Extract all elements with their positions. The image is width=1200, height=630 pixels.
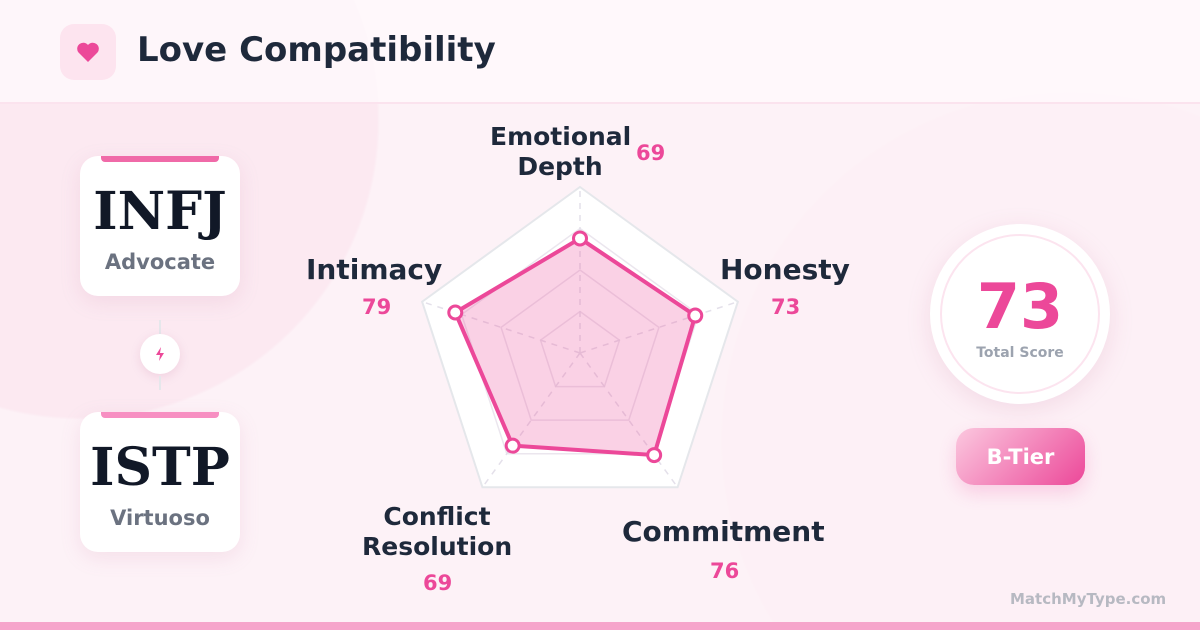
total-score-value: 73: [976, 270, 1064, 343]
axis-label-emotional-depth: Emotional Depth: [490, 122, 632, 182]
connector-badge: [140, 334, 180, 374]
total-score-caption: Total Score: [976, 345, 1064, 361]
axis-value: 69: [423, 571, 453, 595]
data-point: [447, 304, 464, 321]
grid-ring: [460, 227, 700, 455]
score-ring: [940, 234, 1100, 394]
heart-icon: [77, 42, 99, 62]
axis-value: 69: [636, 141, 666, 165]
type-name: Advocate: [104, 250, 216, 274]
axis-label-line: Emotional: [490, 122, 632, 151]
type-code: ISTP: [90, 437, 230, 498]
card-accent-bar: [101, 156, 219, 162]
axis-line: [421, 300, 581, 354]
axis-value: 76: [710, 559, 740, 583]
data-point: [572, 230, 588, 247]
axis-value: 73: [771, 295, 801, 319]
axis-label-conflict-resolution: Conflict Resolution: [362, 502, 512, 562]
page-title: Love Compatibility: [137, 30, 496, 70]
divider: [159, 320, 161, 334]
tier-badge: B-Tier: [956, 428, 1085, 485]
card-accent-bar: [101, 412, 219, 418]
axis-label-line: Conflict: [383, 502, 491, 531]
lightning-icon: [156, 347, 164, 361]
logo-badge: [60, 24, 116, 80]
axis-label-intimacy: Intimacy: [306, 253, 443, 286]
data-point: [646, 447, 663, 464]
header: Love Compatibility: [0, 0, 1200, 104]
axis-label-line: Depth: [517, 152, 603, 181]
axis-line: [481, 352, 581, 488]
type-name: Virtuoso: [110, 506, 210, 530]
axis-label-honesty: Honesty: [720, 253, 850, 286]
axis-value: 79: [362, 295, 392, 319]
axis-label-commitment: Commitment: [622, 515, 825, 548]
axis-line: [579, 352, 679, 488]
brand-watermark: MatchMyType.com: [1010, 590, 1167, 608]
bottom-bar: [0, 622, 1200, 630]
data-point: [504, 437, 521, 454]
total-score-circle: 73 Total Score: [930, 224, 1110, 404]
type-card-1: INFJ Advocate: [80, 156, 240, 296]
divider: [159, 376, 161, 390]
type-code: INFJ: [93, 181, 227, 242]
data-point: [687, 307, 704, 324]
type-card-2: ISTP Virtuoso: [80, 412, 240, 552]
data-area: [453, 236, 698, 458]
axis-label-line: Resolution: [362, 532, 513, 561]
grid-ring: [500, 269, 660, 421]
axis-line: [579, 300, 739, 354]
grid-ring: [539, 310, 621, 388]
